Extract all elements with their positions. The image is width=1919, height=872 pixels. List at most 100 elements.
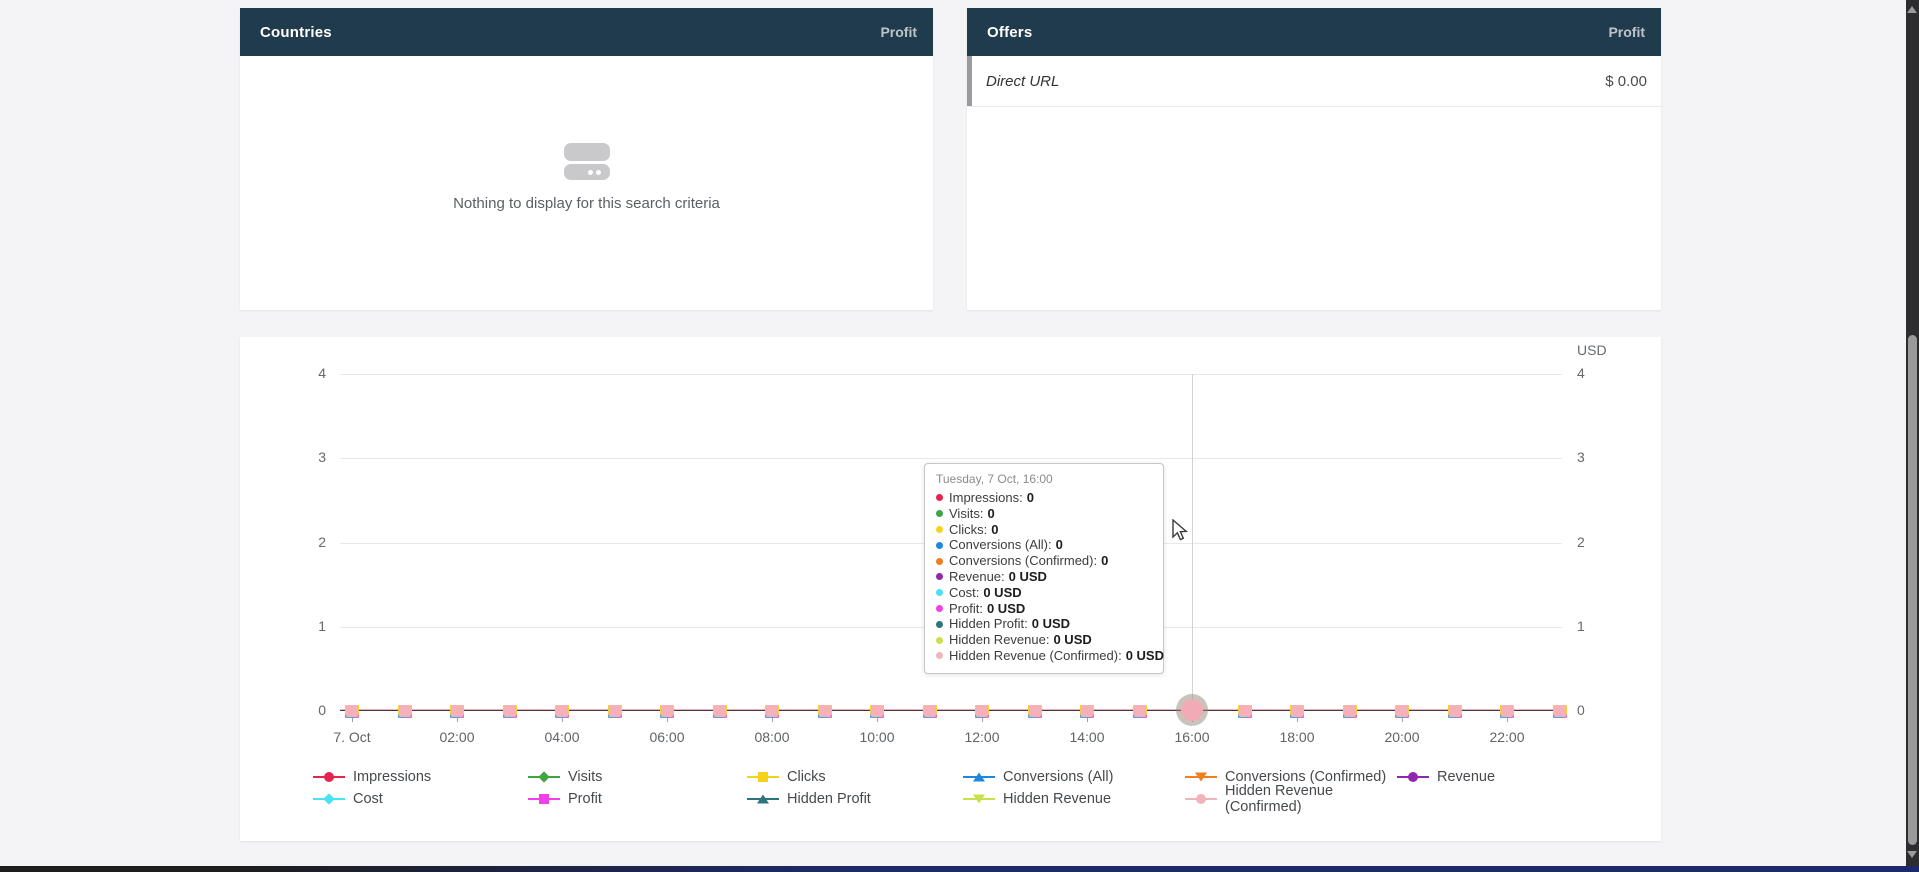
data-point-marker[interactable] bbox=[1344, 705, 1356, 717]
data-point-marker[interactable] bbox=[1291, 705, 1303, 717]
y-axis-label-left: 4 bbox=[280, 365, 326, 381]
data-point-marker[interactable] bbox=[1081, 705, 1093, 717]
scroll-down-arrow-icon[interactable] bbox=[1907, 851, 1917, 858]
gridline bbox=[340, 374, 1562, 375]
offer-name: Direct URL bbox=[986, 73, 1059, 90]
x-axis-label: 7. Oct bbox=[317, 729, 387, 745]
x-axis-label: 08:00 bbox=[737, 729, 807, 745]
gridline bbox=[340, 458, 1562, 459]
tooltip-title: Tuesday, 7 Oct, 16:00 bbox=[936, 472, 1152, 486]
data-point-marker[interactable] bbox=[714, 705, 726, 717]
tooltip-metric-value: 0 USD bbox=[1053, 632, 1091, 648]
tooltip-metric-row: Cost:0 USD bbox=[936, 585, 1152, 601]
tooltip-metric-label: Hidden Revenue: bbox=[949, 632, 1049, 648]
data-point-marker[interactable] bbox=[819, 705, 831, 717]
offer-profit-value: $ 0.00 bbox=[1605, 73, 1647, 90]
data-point-marker[interactable] bbox=[766, 705, 778, 717]
scrollbar-thumb[interactable] bbox=[1908, 335, 1917, 845]
data-point-marker[interactable] bbox=[1449, 705, 1461, 717]
legend-item-visits[interactable]: Visits bbox=[528, 769, 747, 785]
tooltip-metric-value: 0 USD bbox=[987, 601, 1025, 617]
data-point-marker[interactable] bbox=[1554, 705, 1566, 717]
data-point-marker[interactable] bbox=[556, 705, 568, 717]
tooltip-series-bullet bbox=[936, 573, 943, 580]
tooltip-series-bullet bbox=[936, 510, 943, 517]
tooltip-metric-value: 0 USD bbox=[1126, 648, 1164, 664]
legend-item-profit[interactable]: Profit bbox=[528, 791, 747, 807]
tooltip-series-bullet bbox=[936, 621, 943, 628]
data-point-marker[interactable] bbox=[1501, 705, 1513, 717]
data-point-marker[interactable] bbox=[399, 705, 411, 717]
legend-item-revenue[interactable]: Revenue bbox=[1397, 769, 1495, 785]
currency-axis-label: USD bbox=[1577, 342, 1607, 358]
data-point-marker[interactable] bbox=[1239, 705, 1251, 717]
tooltip-series-bullet bbox=[936, 526, 943, 533]
tooltip-metric-value: 0 USD bbox=[1009, 569, 1047, 585]
data-point-marker[interactable] bbox=[976, 705, 988, 717]
data-point-marker[interactable] bbox=[1029, 705, 1041, 717]
scroll-up-arrow-icon[interactable] bbox=[1907, 6, 1917, 13]
data-point-marker[interactable] bbox=[346, 705, 358, 717]
tooltip-metric-row: Conversions (All):0 bbox=[936, 537, 1152, 553]
countries-metric-header[interactable]: Profit bbox=[880, 24, 917, 40]
x-axis-label: 20:00 bbox=[1367, 729, 1437, 745]
y-axis-label-right: 0 bbox=[1577, 702, 1623, 718]
legend-item-cost[interactable]: Cost bbox=[313, 791, 528, 807]
legend-series-marker-icon bbox=[963, 770, 995, 784]
countries-title: Countries bbox=[260, 24, 332, 41]
tooltip-metric-label: Conversions (All): bbox=[949, 537, 1052, 553]
crosshair-line bbox=[1192, 374, 1193, 710]
tooltip-metric-value: 0 bbox=[1101, 553, 1108, 569]
y-axis-label-left: 2 bbox=[280, 534, 326, 550]
data-point-marker[interactable] bbox=[504, 705, 516, 717]
y-axis-label-right: 2 bbox=[1577, 534, 1623, 550]
tooltip-metric-label: Impressions: bbox=[949, 490, 1023, 506]
y-axis-label-left: 3 bbox=[280, 449, 326, 465]
legend-series-label: Cost bbox=[353, 791, 383, 807]
legend-series-marker-icon bbox=[963, 792, 995, 806]
tooltip-metric-row: Impressions:0 bbox=[936, 490, 1152, 506]
tooltip-series-bullet bbox=[936, 652, 943, 659]
legend-series-label: Impressions bbox=[353, 769, 431, 785]
tooltip-metric-row: Visits:0 bbox=[936, 506, 1152, 522]
y-axis-label-right: 4 bbox=[1577, 365, 1623, 381]
data-point-marker[interactable] bbox=[609, 705, 621, 717]
empty-data-card-icon bbox=[564, 143, 610, 181]
data-point-marker[interactable] bbox=[661, 705, 673, 717]
chart-legend: Impressions Visits ClicksConversions (All)… bbox=[313, 766, 1495, 810]
tooltip-metric-row: Conversions (Confirmed):0 bbox=[936, 553, 1152, 569]
hovered-data-point[interactable] bbox=[1181, 699, 1203, 721]
legend-item-hidden-revenue[interactable]: Hidden Revenue bbox=[963, 791, 1185, 807]
tooltip-metric-value: 0 bbox=[1056, 537, 1063, 553]
legend-item-clicks[interactable]: Clicks bbox=[747, 769, 963, 785]
data-point-marker[interactable] bbox=[1134, 705, 1146, 717]
x-axis-line bbox=[340, 709, 1562, 711]
tooltip-series-bullet bbox=[936, 494, 943, 501]
offers-metric-header[interactable]: Profit bbox=[1608, 24, 1645, 40]
legend-series-marker-icon bbox=[1185, 770, 1217, 784]
data-point-marker[interactable] bbox=[871, 705, 883, 717]
tooltip-metric-label: Visits: bbox=[949, 506, 983, 522]
x-axis-label: 18:00 bbox=[1262, 729, 1332, 745]
legend-item-conversions-all-[interactable]: Conversions (All) bbox=[963, 769, 1185, 785]
legend-item-hidden-revenue-confirmed-[interactable]: Hidden Revenue (Confirmed) bbox=[1185, 783, 1397, 815]
tooltip-metric-row: Hidden Revenue (Confirmed):0 USD bbox=[936, 648, 1152, 664]
legend-series-label: Revenue bbox=[1437, 769, 1495, 785]
tooltip-metric-value: 0 bbox=[1027, 490, 1034, 506]
data-point-marker[interactable] bbox=[1396, 705, 1408, 717]
vertical-scrollbar[interactable] bbox=[1906, 0, 1919, 866]
legend-series-label: Visits bbox=[568, 769, 602, 785]
data-point-marker[interactable] bbox=[924, 705, 936, 717]
y-axis-label-left: 1 bbox=[280, 618, 326, 634]
offers-widget-header: Offers Profit bbox=[967, 8, 1661, 56]
x-axis-label: 06:00 bbox=[632, 729, 702, 745]
legend-item-impressions[interactable]: Impressions bbox=[313, 769, 528, 785]
countries-empty-state: Nothing to display for this search crite… bbox=[240, 143, 933, 212]
legend-series-marker-icon bbox=[528, 770, 560, 784]
data-point-marker[interactable] bbox=[451, 705, 463, 717]
legend-item-hidden-profit[interactable]: Hidden Profit bbox=[747, 791, 963, 807]
tooltip-metric-value: 0 bbox=[991, 522, 998, 538]
tooltip-series-bullet bbox=[936, 558, 943, 565]
offer-row-direct-url[interactable]: Direct URL $ 0.00 bbox=[967, 56, 1661, 107]
offers-widget: Offers Profit Direct URL $ 0.00 bbox=[967, 8, 1661, 310]
